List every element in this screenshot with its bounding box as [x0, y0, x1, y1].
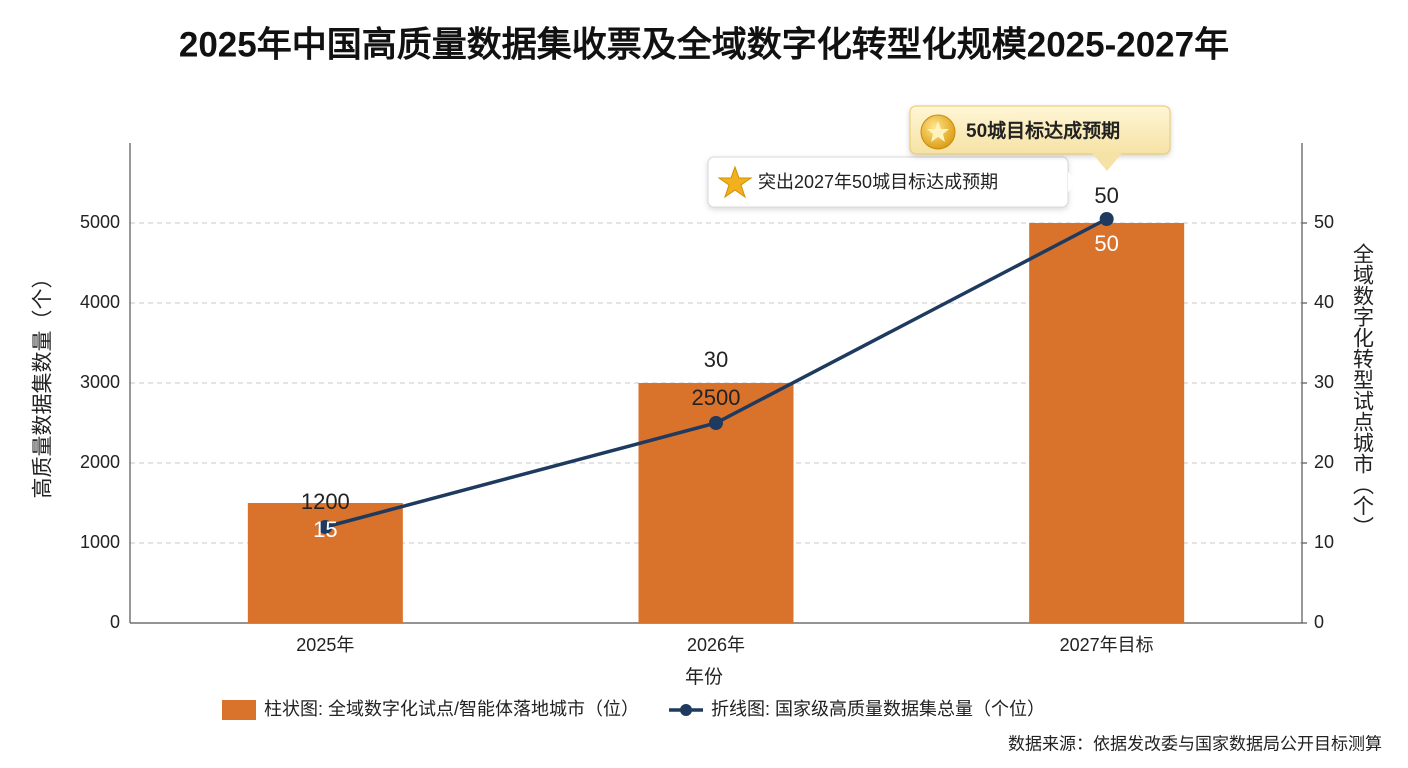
- y-tick-label: 2000: [80, 452, 120, 472]
- line-value-label: 2500: [692, 385, 741, 410]
- annotation: 50城目标达成预期: [966, 119, 1120, 142]
- y-tick-label: 3000: [80, 372, 120, 392]
- legend-swatch: [222, 700, 256, 720]
- point: [1099, 212, 1114, 226]
- bar: [1029, 223, 1185, 623]
- y-tick-label: 4000: [80, 292, 120, 312]
- x-tick-label: 2027年目标: [1060, 635, 1154, 655]
- y2-tick-label: 50: [1314, 212, 1334, 232]
- y2-tick-label: 10: [1314, 532, 1334, 552]
- y-tick-label: 5000: [80, 212, 120, 232]
- legend-swatch: [680, 704, 693, 716]
- callout-box: 突出2027年50城目标达成预期: [707, 156, 1078, 208]
- annotation: 50: [1094, 183, 1118, 208]
- annotation: 突出2027年50城目标达成预期: [758, 172, 998, 192]
- y2-tick-label: 40: [1314, 292, 1334, 312]
- y2-tick-label: 30: [1314, 372, 1334, 392]
- bar-value-label: 50: [1094, 231, 1118, 256]
- y2-tick-label: 0: [1314, 612, 1324, 632]
- x-tick-label: 2026年: [687, 635, 745, 655]
- callout-badge: 50城目标达成预期: [909, 105, 1171, 171]
- point: [318, 520, 333, 534]
- x-tick-label: 2025年: [296, 635, 354, 655]
- y-axis-label: 高质量数据集数量（个）: [32, 268, 55, 499]
- x-axis-label: 年份: [685, 666, 723, 688]
- legend-label: 柱状图: 全域数字化试点/智能体落地城市（位）: [264, 699, 639, 719]
- bar-value-label: 15: [313, 517, 337, 542]
- y-tick-label: 0: [110, 612, 120, 632]
- point: [709, 416, 723, 430]
- source-note: 数据来源：依据发改委与国家数据局公开目标测算: [1008, 734, 1382, 753]
- line-value-label: 1200: [301, 489, 350, 514]
- y2-tick-label: 20: [1314, 452, 1334, 472]
- chart-title: 2025年中国高质量数据集收票及全域数字化转型化规模2025-2027年: [179, 24, 1229, 64]
- bar-value-label: 30: [704, 347, 728, 372]
- plot: 0 1000 2000 3000 4000 5000 0 10 20 30 40 50 2025年 202…: [80, 143, 1334, 655]
- legend-label: 折线图: 国家级高质量数据集总量（个位）: [711, 699, 1045, 719]
- y-tick-label: 1000: [80, 532, 120, 552]
- y2-axis-label: 全域数字化转型试点城市（个）: [1351, 243, 1375, 537]
